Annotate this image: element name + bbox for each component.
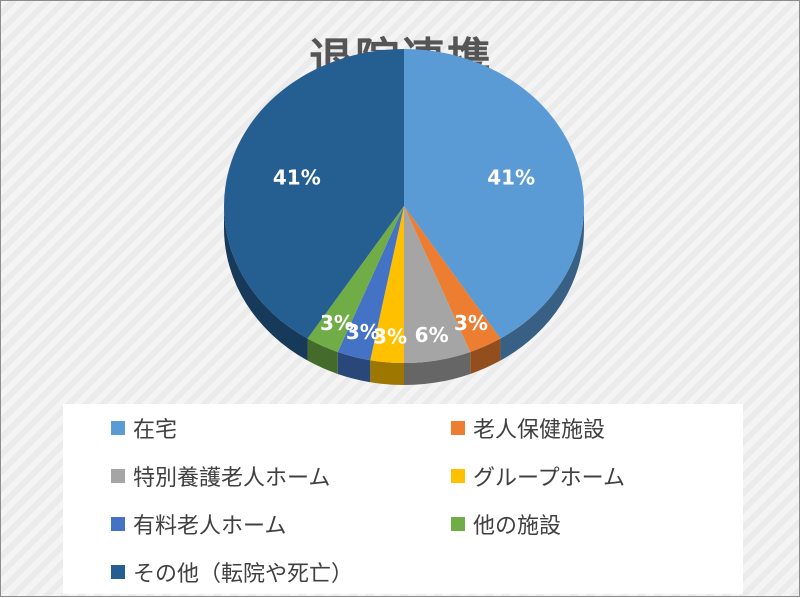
legend-label-4: 有料老人ホーム (133, 514, 287, 539)
pie-slice-1 (404, 206, 501, 352)
legend-label-6: その他（転院や死亡） (133, 562, 354, 587)
data-label-3: 3% (373, 325, 407, 349)
pie-slice-5 (307, 206, 404, 352)
legend-item-2: 特別養護老人ホーム (111, 460, 330, 492)
data-label-4: 3% (346, 320, 380, 344)
pie-slice-side-6 (224, 206, 308, 361)
legend-swatch-5 (451, 517, 465, 531)
data-label-0: 41% (487, 165, 535, 189)
pie-slice-side-2 (404, 351, 471, 385)
legend-swatch-2 (111, 469, 125, 483)
chart-legend: 在宅 老人保健施設特別養護老人ホーム グループホーム有料老人ホーム 他の施設その他（転… (63, 404, 743, 594)
legend-label-1: 老人保健施設 (473, 418, 606, 443)
data-label-6: 41% (273, 165, 321, 189)
legend-item-0: 在宅 (111, 412, 177, 444)
legend-item-4: 有料老人ホーム (111, 508, 286, 540)
legend-item-3: グループホーム (451, 460, 625, 492)
legend-swatch-6 (111, 565, 125, 579)
pie-slice-side-3 (370, 360, 404, 385)
pie-slice-side-4 (337, 351, 371, 383)
pie-slice-side-0 (500, 206, 584, 361)
legend-label-3: グループホーム (473, 466, 626, 491)
legend-swatch-0 (111, 421, 125, 435)
data-label-5: 3% (320, 311, 354, 335)
pie-slice-6 (224, 49, 404, 339)
legend-swatch-4 (111, 517, 125, 531)
legend-label-2: 特別養護老人ホーム (133, 466, 331, 491)
legend-item-6: その他（転院や死亡） (111, 556, 353, 588)
pie-slice-side-1 (470, 338, 501, 374)
legend-swatch-1 (451, 421, 465, 435)
legend-item-1: 老人保健施設 (451, 412, 605, 444)
data-label-1: 3% (454, 311, 488, 335)
pie-slice-4 (337, 206, 404, 361)
legend-item-5: 他の施設 (451, 508, 561, 540)
pie-slice-0 (404, 49, 584, 339)
pie-slice-3 (370, 206, 404, 363)
data-label-2: 6% (415, 323, 449, 347)
pie-slice-2 (404, 206, 471, 363)
pie-slice-side-5 (307, 338, 338, 374)
legend-label-5: 他の施設 (473, 514, 562, 539)
legend-label-0: 在宅 (133, 418, 178, 443)
legend-swatch-3 (451, 469, 465, 483)
